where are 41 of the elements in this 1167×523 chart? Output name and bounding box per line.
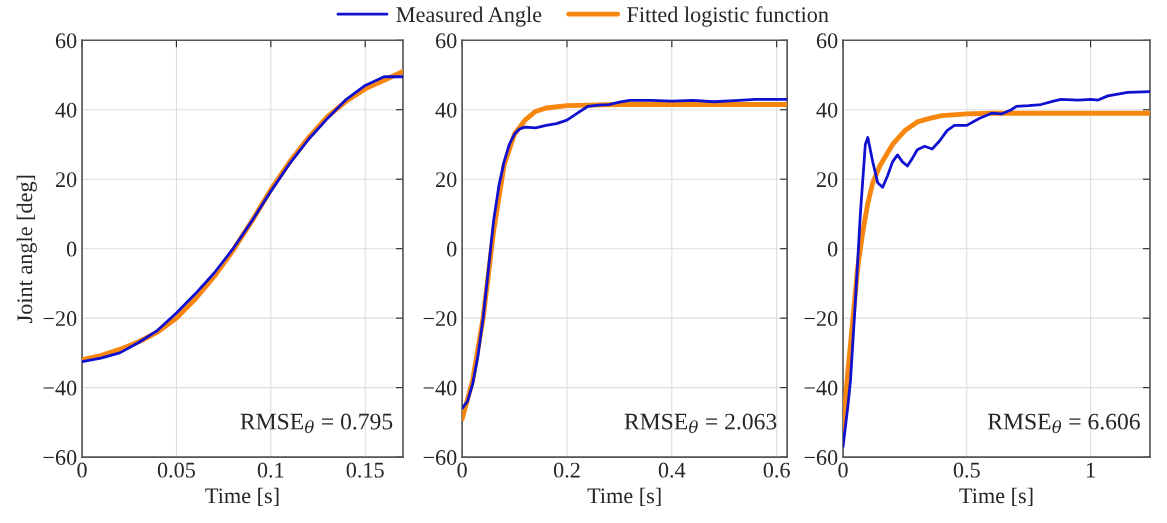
annotation: RMSE$_{θ}$ = 6.606	[987, 413, 1140, 434]
x-axis-title: Time [s]	[587, 487, 661, 507]
y-tick-label: −40	[423, 380, 457, 396]
x-axis-title: Time [s]	[959, 487, 1033, 507]
y-tick-label: 60	[436, 33, 457, 49]
y-tick-label: 60	[816, 33, 838, 49]
y-tick-label: 0	[447, 241, 457, 257]
x-tick-label: 0.1	[257, 462, 284, 478]
y-tick-label: −40	[43, 380, 77, 396]
y-tick-label: −40	[804, 380, 838, 396]
x-tick-label: 0	[457, 462, 467, 478]
y-tick-label: −60	[43, 450, 77, 466]
y-tick-label: −20	[423, 311, 457, 327]
x-tick-label: 1	[1086, 462, 1095, 478]
x-axis-title: Time [s]	[205, 487, 279, 507]
y-tick-label: 40	[435, 102, 457, 118]
legend-label: Fitted logistic function	[627, 6, 829, 27]
y-axis-title: Joint angle [deg]	[16, 175, 37, 323]
y-tick-label: 20	[55, 172, 77, 188]
x-tick-label: 0.15	[346, 462, 384, 478]
x-tick-label: 0	[77, 462, 87, 478]
annotation: RMSE$_{θ}$ = 2.063	[624, 413, 777, 434]
x-tick-label: 0.2	[553, 462, 580, 478]
y-tick-label: 60	[55, 33, 77, 49]
y-tick-label: 0	[66, 241, 77, 257]
x-tick-label: 0.6	[763, 462, 790, 478]
y-tick-label: 20	[436, 172, 457, 188]
y-tick-label: −20	[804, 311, 838, 327]
x-tick-label: 0.05	[157, 462, 196, 478]
y-tick-label: 40	[816, 102, 838, 118]
y-tick-label: 0	[827, 241, 838, 257]
annotation: RMSE$_{θ}$ = 0.795	[240, 413, 393, 434]
y-tick-label: 40	[55, 102, 77, 118]
y-tick-label: 20	[816, 172, 838, 188]
x-tick-label: 0.5	[953, 462, 980, 478]
x-tick-label: 0	[838, 462, 848, 478]
x-tick-label: 0.4	[658, 462, 686, 478]
legend-label: Measured Angle	[396, 6, 542, 27]
y-tick-label: −20	[43, 311, 77, 327]
y-tick-label: −60	[804, 450, 838, 466]
y-tick-label: −60	[423, 450, 457, 466]
